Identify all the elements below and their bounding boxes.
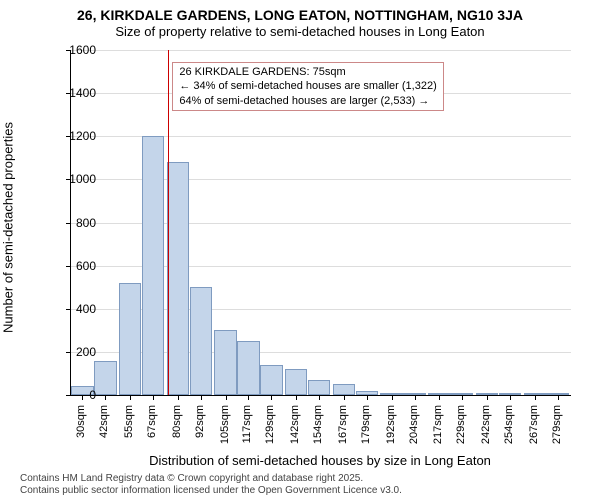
x-tick-label: 80sqm — [171, 405, 183, 455]
y-tick-label: 1400 — [56, 86, 96, 100]
annotation-line: ← 34% of semi-detached houses are smalle… — [179, 79, 436, 93]
annotation-box: 26 KIRKDALE GARDENS: 75sqm← 34% of semi-… — [172, 62, 443, 111]
x-tick-mark — [130, 395, 131, 400]
x-tick-mark — [201, 395, 202, 400]
x-tick-label: 204sqm — [408, 405, 420, 455]
y-tick-label: 200 — [56, 345, 96, 359]
y-axis-label: Number of semi-detached properties — [1, 122, 16, 333]
histogram-bar — [333, 384, 355, 395]
x-tick-label: 67sqm — [146, 405, 158, 455]
x-tick-mark — [226, 395, 227, 400]
x-tick-mark — [178, 395, 179, 400]
x-tick-mark — [462, 395, 463, 400]
histogram-bar — [237, 341, 259, 395]
x-tick-label: 129sqm — [264, 405, 276, 455]
histogram-bar — [119, 283, 141, 395]
x-tick-label: 154sqm — [312, 405, 324, 455]
x-tick-mark — [153, 395, 154, 400]
histogram-bar — [94, 361, 116, 396]
x-tick-label: 167sqm — [337, 405, 349, 455]
footer-line-2: Contains public sector information licen… — [20, 485, 402, 497]
x-tick-label: 30sqm — [75, 405, 87, 455]
y-tick-label: 1200 — [56, 129, 96, 143]
x-tick-label: 229sqm — [455, 405, 467, 455]
x-tick-label: 217sqm — [432, 405, 444, 455]
x-tick-mark — [439, 395, 440, 400]
grid-line — [71, 50, 571, 51]
annotation-line: 26 KIRKDALE GARDENS: 75sqm — [179, 65, 436, 79]
chart-container: 26, KIRKDALE GARDENS, LONG EATON, NOTTIN… — [0, 0, 600, 500]
x-tick-label: 92sqm — [194, 405, 206, 455]
x-tick-mark — [105, 395, 106, 400]
annotation-line: 64% of semi-detached houses are larger (… — [179, 94, 436, 108]
y-tick-label: 400 — [56, 302, 96, 316]
x-tick-label: 105sqm — [219, 405, 231, 455]
histogram-bar — [167, 162, 189, 395]
footer-line-1: Contains HM Land Registry data © Crown c… — [20, 473, 402, 485]
histogram-bar — [285, 369, 307, 395]
x-tick-label: 179sqm — [360, 405, 372, 455]
x-tick-label: 192sqm — [385, 405, 397, 455]
x-tick-label: 117sqm — [241, 405, 253, 455]
x-tick-label: 142sqm — [289, 405, 301, 455]
plot-area: 26 KIRKDALE GARDENS: 75sqm← 34% of semi-… — [70, 50, 571, 396]
histogram-bar — [308, 380, 330, 395]
x-tick-label: 55sqm — [123, 405, 135, 455]
y-tick-label: 600 — [56, 259, 96, 273]
x-tick-mark — [535, 395, 536, 400]
x-tick-mark — [344, 395, 345, 400]
x-tick-mark — [558, 395, 559, 400]
x-tick-mark — [510, 395, 511, 400]
x-tick-mark — [248, 395, 249, 400]
chart-subtitle: Size of property relative to semi-detach… — [0, 24, 600, 43]
x-tick-mark — [415, 395, 416, 400]
x-tick-label: 254sqm — [503, 405, 515, 455]
x-tick-label: 279sqm — [551, 405, 563, 455]
y-tick-label: 800 — [56, 216, 96, 230]
y-tick-label: 1000 — [56, 172, 96, 186]
histogram-bar — [260, 365, 282, 395]
x-tick-mark — [367, 395, 368, 400]
histogram-bar — [190, 287, 212, 395]
x-tick-label: 242sqm — [480, 405, 492, 455]
y-tick-label: 0 — [56, 388, 96, 402]
x-tick-mark — [392, 395, 393, 400]
x-tick-mark — [271, 395, 272, 400]
x-tick-mark — [319, 395, 320, 400]
x-axis-label: Distribution of semi-detached houses by … — [70, 453, 570, 468]
histogram-bar — [214, 330, 236, 395]
reference-line — [168, 50, 169, 395]
x-tick-label: 267sqm — [528, 405, 540, 455]
y-tick-label: 1600 — [56, 43, 96, 57]
histogram-bar — [142, 136, 164, 395]
x-tick-label: 42sqm — [98, 405, 110, 455]
x-tick-mark — [296, 395, 297, 400]
chart-title: 26, KIRKDALE GARDENS, LONG EATON, NOTTIN… — [0, 0, 600, 24]
chart-footer: Contains HM Land Registry data © Crown c… — [20, 473, 402, 497]
x-tick-mark — [487, 395, 488, 400]
